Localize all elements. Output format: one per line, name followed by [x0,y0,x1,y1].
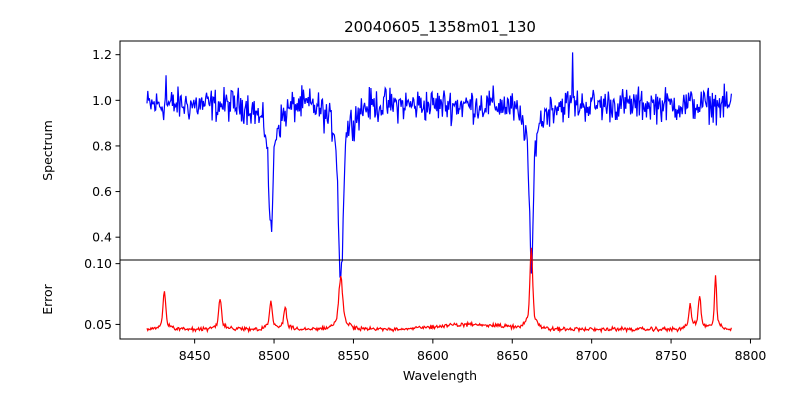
y-tick-label: 0.05 [84,317,112,332]
y-tick-label: 0.6 [92,184,112,199]
chart-title: 20040605_1358m01_130 [344,18,536,37]
x-tick-label: 8600 [417,348,449,363]
spectrum-y-axis-label: Spectrum [40,120,55,181]
x-axis-ticks: 8450 8500 8550 8600 8650 8700 8750 8800 [179,339,767,363]
y-tick-label: 0.8 [92,138,112,153]
spectrum-axes-frame [119,40,761,261]
error-axes-frame [119,259,761,340]
y-tick-label: 0.4 [92,230,112,245]
y-tick-label: 1.2 [92,47,112,62]
error-panel: 0.05 0.10 Error [40,247,761,340]
x-tick-label: 8700 [576,348,608,363]
x-tick-label: 8800 [735,348,767,363]
x-tick-label: 8550 [338,348,370,363]
x-tick-label: 8650 [496,348,528,363]
spectrum-panel: 0.4 0.6 0.8 1.0 1.2 Spectrum [40,40,761,280]
error-y-ticks: 0.05 0.10 [84,256,120,332]
x-axis-label: Wavelength [403,368,477,383]
y-tick-label: 1.0 [92,93,112,108]
y-tick-label: 0.10 [84,256,112,271]
error-y-axis-label: Error [40,283,55,314]
spectrum-line [146,52,733,280]
spectrum-y-ticks: 0.4 0.6 0.8 1.0 1.2 [92,47,120,245]
error-line [146,247,732,334]
x-tick-label: 8450 [179,348,211,363]
x-tick-label: 8750 [655,348,687,363]
x-tick-label: 8500 [258,348,290,363]
